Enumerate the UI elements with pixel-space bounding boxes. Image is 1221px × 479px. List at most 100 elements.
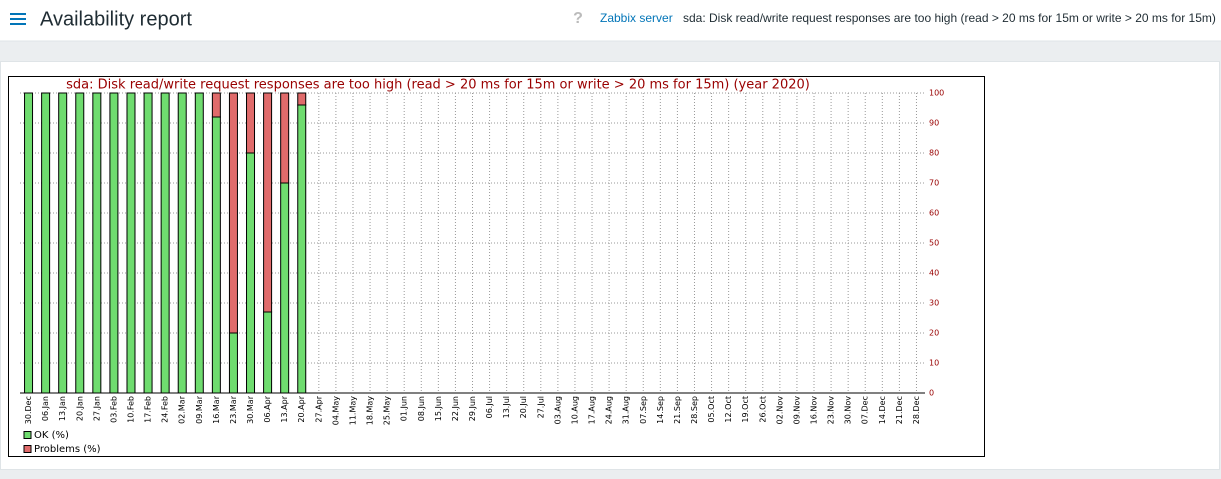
bar-segment xyxy=(126,92,136,394)
bar-segment xyxy=(58,92,68,394)
x-tick-label: 27.Apr xyxy=(314,395,323,422)
y-tick-label: 50 xyxy=(929,239,939,248)
x-tick-label: 19.Oct xyxy=(741,396,750,423)
x-tick-label: 03.Feb xyxy=(109,396,118,423)
x-tick-label: 17.Aug xyxy=(588,396,597,424)
bar-segment xyxy=(92,92,102,394)
bar-segment xyxy=(211,116,221,394)
bar-segment xyxy=(211,92,221,118)
chart-frame xyxy=(8,76,985,457)
x-tick-label: 13.Apr xyxy=(280,395,289,422)
menu-line xyxy=(10,23,26,25)
bar-segment xyxy=(228,92,238,334)
legend-label: Problems (%) xyxy=(34,444,101,455)
x-tick-label: 16.Nov xyxy=(810,396,819,425)
x-tick-label: 05.Oct xyxy=(707,396,716,423)
x-tick-label: 04.May xyxy=(331,396,340,426)
x-tick-label: 17.Feb xyxy=(144,396,153,423)
bar-segment xyxy=(263,311,273,394)
y-tick-label: 90 xyxy=(929,119,939,128)
x-tick-label: 03.Aug xyxy=(553,396,562,424)
x-tick-label: 02.Nov xyxy=(775,396,784,425)
x-tick-label: 13.Jan xyxy=(58,396,67,421)
x-tick-label: 30.Nov xyxy=(844,396,853,425)
x-tick-label: 06.Jan xyxy=(41,396,50,421)
legend-label: OK (%) xyxy=(34,430,69,441)
bar-segment xyxy=(160,92,170,394)
x-tick-label: 10.Aug xyxy=(570,396,579,424)
x-tick-label: 23.Mar xyxy=(229,395,238,424)
x-tick-label: 06.Jul xyxy=(485,396,494,418)
y-tick-label: 40 xyxy=(929,269,939,278)
x-tick-label: 09.Nov xyxy=(792,396,801,425)
x-tick-label: 28.Dec xyxy=(912,396,921,424)
x-tick-label: 28.Sep xyxy=(690,396,699,424)
x-tick-label: 30.Dec xyxy=(24,396,33,424)
x-tick-label: 14.Dec xyxy=(878,396,887,424)
x-tick-label: 25.May xyxy=(383,396,392,426)
bar-segment xyxy=(246,92,256,154)
x-tick-label: 18.May xyxy=(366,396,375,426)
x-tick-label: 07.Dec xyxy=(861,396,870,424)
bar-segment xyxy=(228,332,238,394)
bar-segment xyxy=(194,92,204,394)
menu-icon[interactable] xyxy=(10,13,26,25)
y-tick-label: 10 xyxy=(929,359,939,368)
y-tick-label: 70 xyxy=(929,179,939,188)
x-tick-label: 13.Jul xyxy=(502,396,511,418)
bar-segment xyxy=(109,92,119,394)
help-icon[interactable]: ? xyxy=(573,10,583,27)
page-title: Availability report xyxy=(40,8,192,30)
x-tick-label: 21.Sep xyxy=(673,396,682,424)
y-tick-label: 20 xyxy=(929,329,939,338)
x-tick-label: 22.Jun xyxy=(451,396,460,421)
x-tick-label: 24.Aug xyxy=(605,396,614,424)
y-tick-label: 100 xyxy=(929,89,944,98)
menu-line xyxy=(10,13,26,15)
x-tick-label: 26.Oct xyxy=(758,396,767,423)
x-tick-label: 27.Jul xyxy=(536,396,545,418)
bar-segment xyxy=(24,92,34,394)
bar-segment xyxy=(143,92,153,394)
x-tick-label: 29.Jun xyxy=(468,396,477,421)
bar-segment xyxy=(280,182,290,394)
bar-segment xyxy=(297,92,307,106)
x-tick-label: 02.Mar xyxy=(178,395,187,424)
legend-swatch xyxy=(23,431,32,439)
x-tick-label: 20.Jan xyxy=(75,396,84,421)
x-tick-label: 08.Jun xyxy=(417,396,426,421)
y-tick-label: 60 xyxy=(929,209,939,218)
x-tick-label: 11.May xyxy=(348,396,357,426)
x-tick-label: 20.Jul xyxy=(519,396,528,418)
x-tick-label: 07.Sep xyxy=(639,396,648,424)
header-bar xyxy=(0,0,1221,41)
bar-segment xyxy=(75,92,85,394)
x-tick-label: 23.Nov xyxy=(827,396,836,425)
x-tick-label: 24.Feb xyxy=(161,396,170,423)
legend-swatch xyxy=(23,445,32,453)
bar-segment xyxy=(177,92,187,394)
menu-line xyxy=(10,18,26,20)
x-tick-label: 06.Apr xyxy=(263,395,272,422)
trigger-name: sda: Disk read/write request responses a… xyxy=(683,11,1216,25)
x-tick-label: 15.Jun xyxy=(434,396,443,421)
host-link[interactable]: Zabbix server xyxy=(600,11,673,25)
x-tick-label: 12.Oct xyxy=(724,396,733,423)
x-tick-label: 14.Sep xyxy=(656,396,665,424)
y-tick-label: 0 xyxy=(929,389,934,398)
x-tick-label: 31.Aug xyxy=(622,396,631,424)
bar-segment xyxy=(263,92,273,313)
y-tick-label: 80 xyxy=(929,149,939,158)
y-tick-label: 30 xyxy=(929,299,939,308)
x-tick-label: 20.Apr xyxy=(297,395,306,422)
bar-segment xyxy=(280,92,290,184)
x-tick-label: 10.Feb xyxy=(126,396,135,423)
bar-segment xyxy=(41,92,51,394)
x-tick-label: 30.Mar xyxy=(246,395,255,424)
x-tick-label: 27.Jan xyxy=(92,396,101,421)
bar-segment xyxy=(246,152,256,394)
chart-title: sda: Disk read/write request responses a… xyxy=(66,78,810,93)
x-tick-label: 01.Jun xyxy=(400,396,409,421)
x-tick-label: 21.Dec xyxy=(895,396,904,424)
